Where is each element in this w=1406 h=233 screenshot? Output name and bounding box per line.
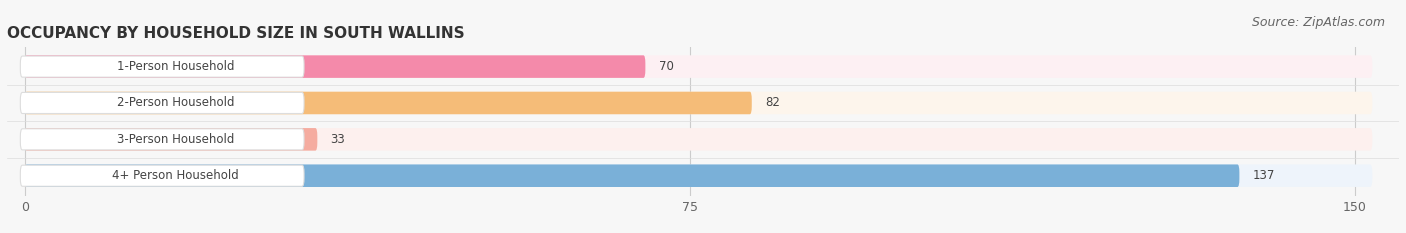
Text: 4+ Person Household: 4+ Person Household — [112, 169, 239, 182]
Text: OCCUPANCY BY HOUSEHOLD SIZE IN SOUTH WALLINS: OCCUPANCY BY HOUSEHOLD SIZE IN SOUTH WAL… — [7, 26, 464, 41]
FancyBboxPatch shape — [25, 55, 1372, 78]
FancyBboxPatch shape — [20, 93, 304, 113]
FancyBboxPatch shape — [20, 165, 304, 186]
Text: 137: 137 — [1253, 169, 1275, 182]
FancyBboxPatch shape — [25, 55, 645, 78]
FancyBboxPatch shape — [20, 56, 304, 77]
FancyBboxPatch shape — [25, 128, 1372, 151]
FancyBboxPatch shape — [25, 164, 1239, 187]
FancyBboxPatch shape — [25, 92, 752, 114]
Text: 2-Person Household: 2-Person Household — [117, 96, 235, 110]
FancyBboxPatch shape — [20, 129, 304, 150]
FancyBboxPatch shape — [25, 92, 1372, 114]
Text: 82: 82 — [765, 96, 780, 110]
FancyBboxPatch shape — [25, 128, 318, 151]
Text: 3-Person Household: 3-Person Household — [117, 133, 235, 146]
Text: 33: 33 — [330, 133, 346, 146]
FancyBboxPatch shape — [25, 164, 1372, 187]
Text: Source: ZipAtlas.com: Source: ZipAtlas.com — [1251, 16, 1385, 29]
Text: 1-Person Household: 1-Person Household — [117, 60, 235, 73]
Text: 70: 70 — [658, 60, 673, 73]
